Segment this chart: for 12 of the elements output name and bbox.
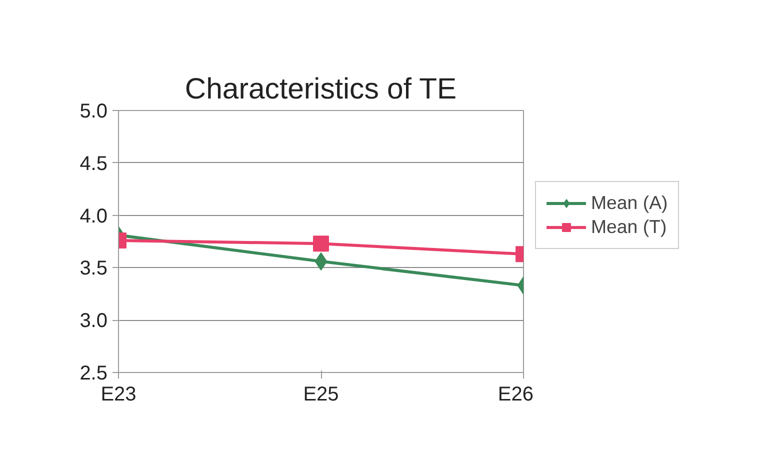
y-tick-label: 3.0 — [80, 310, 108, 332]
x-tick-label: E26 — [498, 384, 534, 406]
x-tick-label: E23 — [100, 384, 136, 406]
y-tick-label: 4.5 — [80, 152, 108, 175]
y-tick-label: 5.0 — [80, 100, 108, 122]
chart-title: Characteristics of TE — [184, 72, 457, 106]
y-tick-label: 2.5 — [80, 362, 108, 384]
legend-label: Mean (A) — [591, 192, 668, 214]
legend-label: Mean (T) — [591, 216, 667, 238]
x-tick-label: E25 — [303, 384, 339, 406]
y-tick-label: 3.5 — [80, 258, 108, 280]
y-tick-label: 4.0 — [80, 205, 108, 228]
